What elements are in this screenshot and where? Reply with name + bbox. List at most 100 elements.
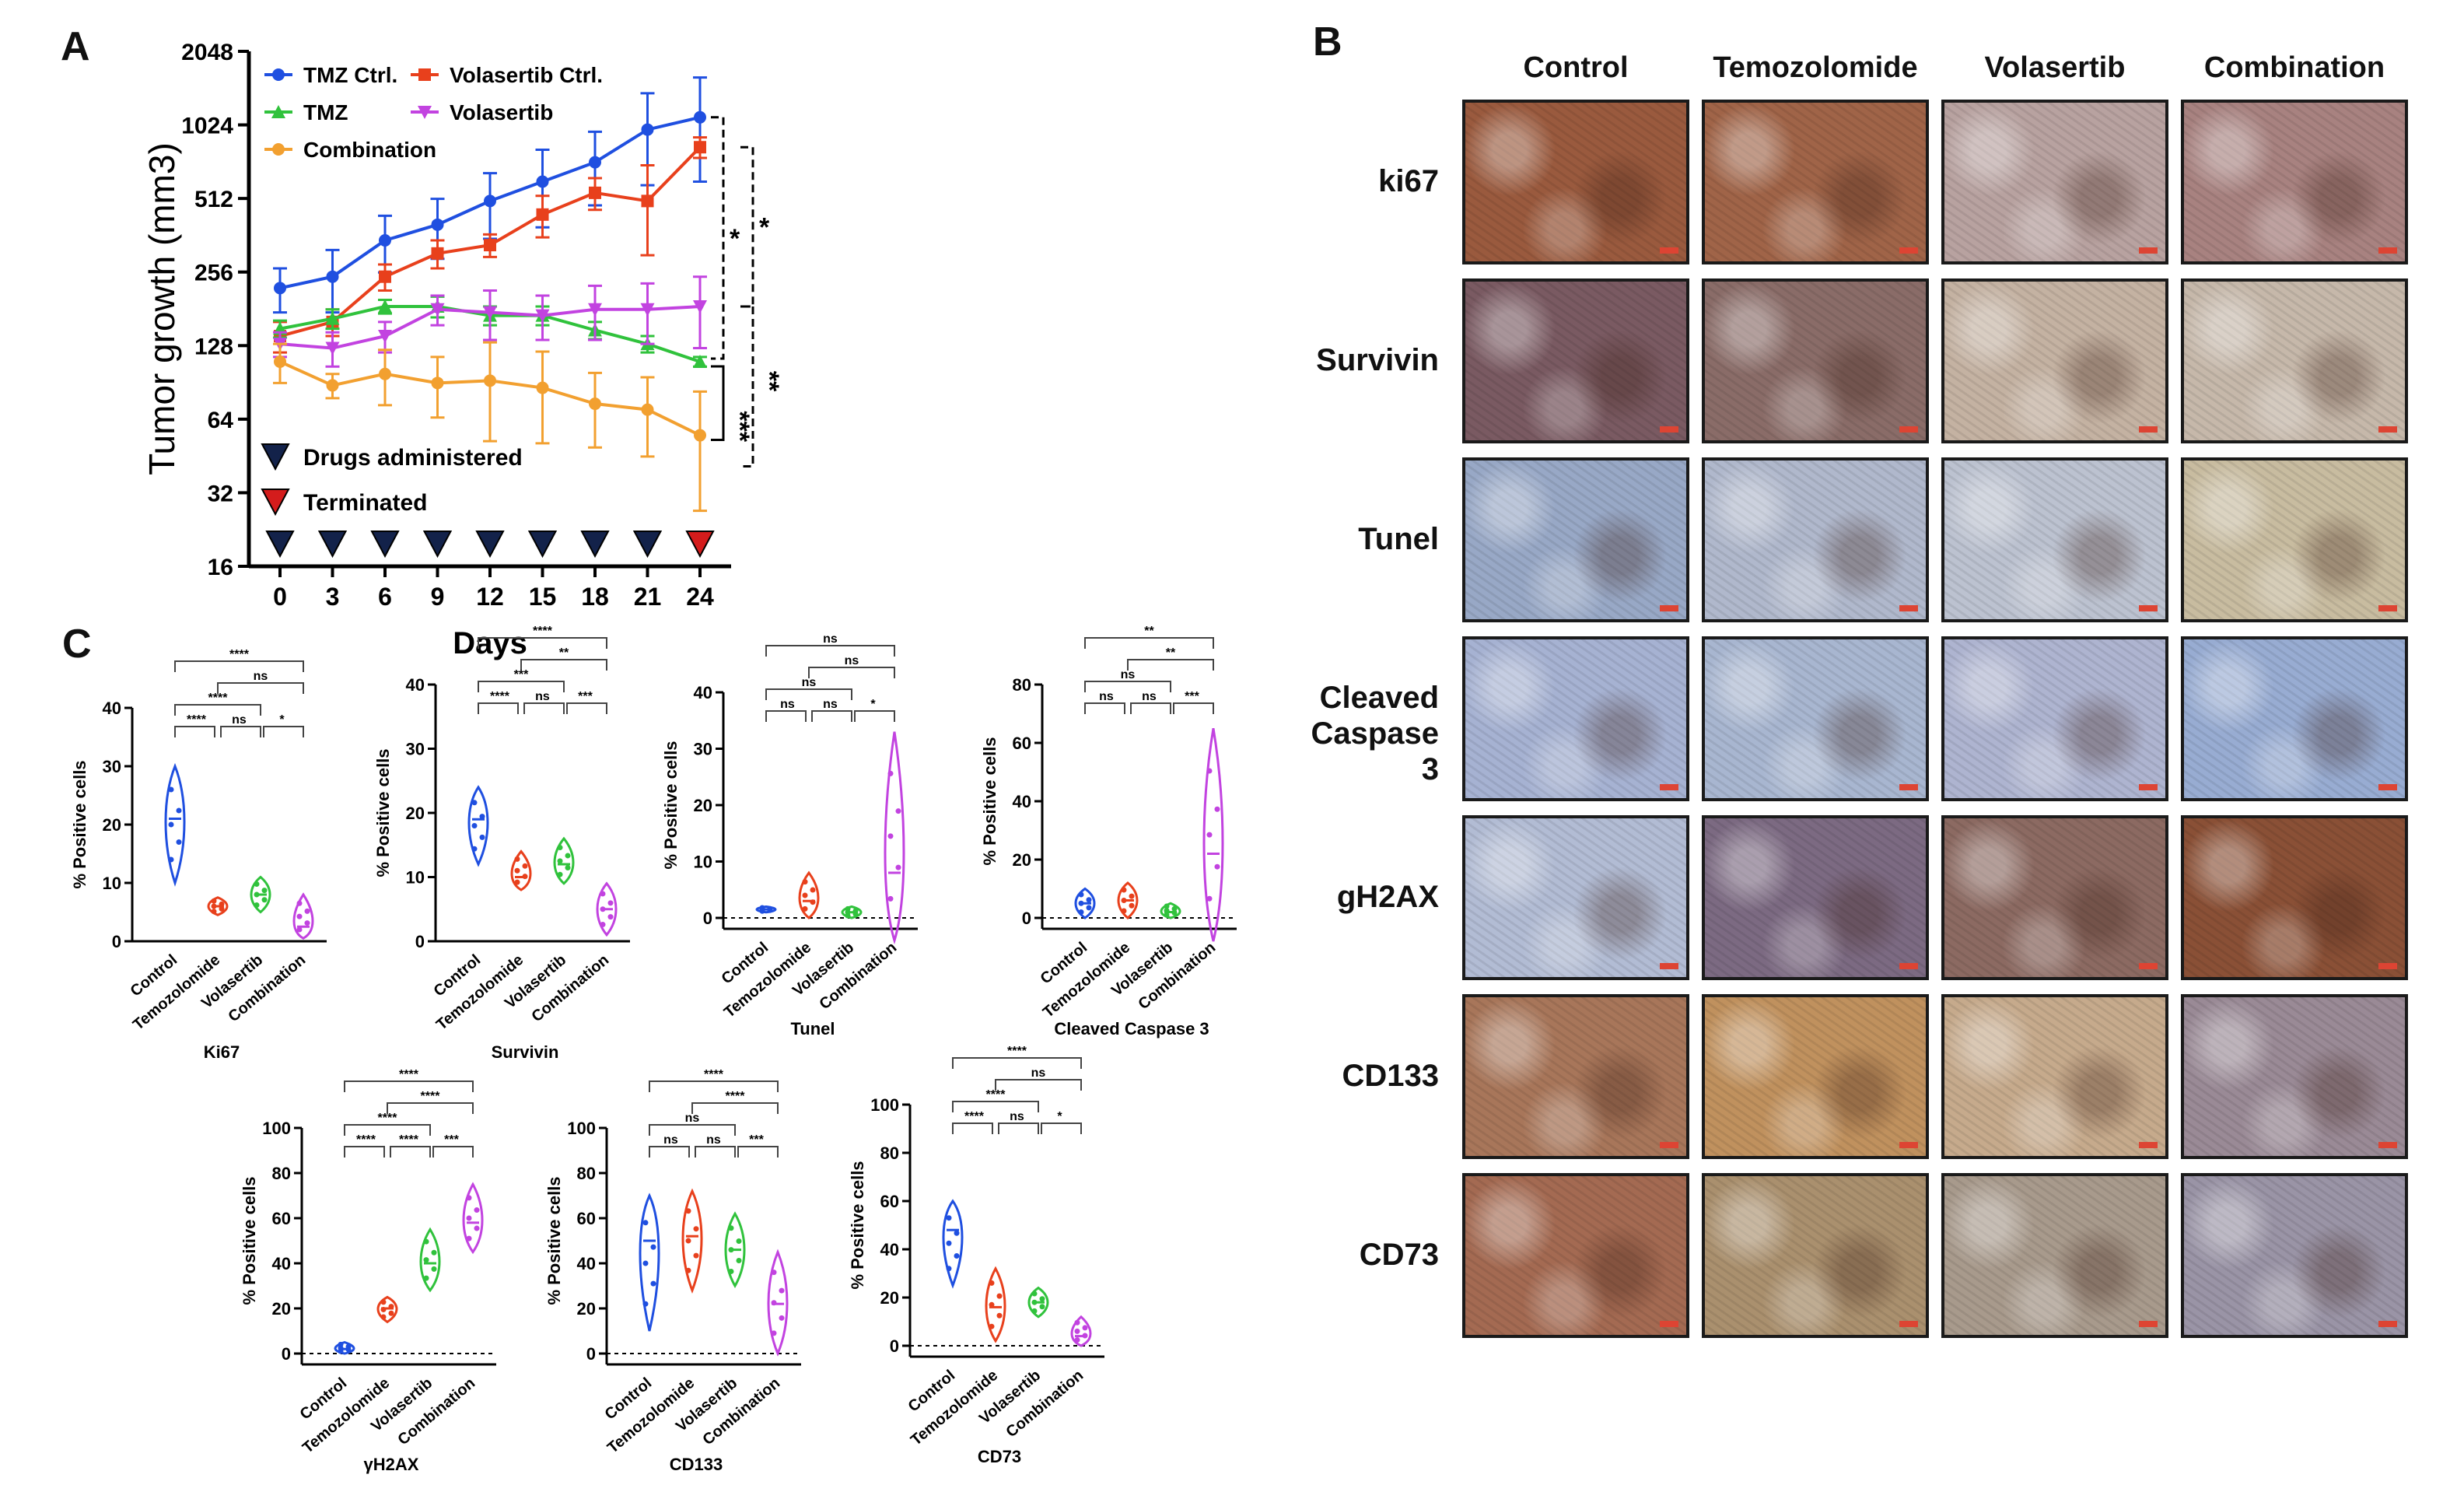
data-point: [1129, 893, 1135, 899]
data-point: [759, 908, 765, 914]
plot-title: Tunel: [790, 1019, 835, 1038]
data-point: [254, 891, 260, 898]
sig-label: ****: [986, 1088, 1006, 1101]
data-point: [423, 1275, 429, 1281]
data-point: [641, 123, 654, 136]
data-point: [514, 879, 520, 885]
violin-shape: [985, 1266, 1006, 1343]
plot-title: γH2AX: [364, 1455, 419, 1474]
y-tick-label: 1024: [181, 114, 233, 139]
sig-bracket: [478, 681, 565, 692]
y-tick-label: 10: [103, 874, 121, 893]
y-tick-label: 40: [103, 699, 121, 718]
violin-shape: [681, 1188, 703, 1294]
ihc-image: [1462, 636, 1689, 801]
data-point: [759, 906, 765, 912]
ihc-image: [1941, 636, 2168, 801]
data-point: [895, 808, 901, 814]
data-point: [589, 398, 601, 411]
data-point: [379, 367, 391, 380]
ihc-image-grid: Control Temozolomide Volasertib Combination…: [1307, 37, 2464, 1360]
sig-bracket: [217, 682, 304, 694]
y-axis-title: % Positive cells: [980, 737, 999, 865]
data-point: [1078, 891, 1084, 898]
sig-label: ****: [208, 692, 229, 705]
data-point: [471, 823, 478, 828]
sig-bracket: [1041, 1122, 1082, 1134]
scale-bar: [1899, 784, 1918, 790]
y-tick-label: 0: [890, 1336, 899, 1356]
sig-bracket: [952, 1057, 1082, 1069]
data-point: [471, 800, 478, 806]
sig-bracket: [1084, 702, 1125, 714]
dose-day-marker: [422, 531, 453, 559]
y-tick-label: 10: [406, 868, 425, 888]
sig-label: ***: [749, 1133, 764, 1147]
sig-label: **: [1166, 646, 1176, 660]
sig-bracket: [765, 710, 807, 722]
data-point: [535, 309, 550, 323]
row-header: CD133: [1342, 1059, 1439, 1093]
data-point: [431, 1266, 437, 1272]
ihc-image: [1702, 1173, 1929, 1338]
scale-bar: [1899, 963, 1918, 969]
sig-label: ns: [1010, 1110, 1024, 1123]
data-point: [379, 234, 391, 247]
data-point: [304, 920, 310, 926]
y-tick-label: 0: [586, 1344, 596, 1364]
data-point: [466, 1195, 472, 1201]
violin-shape: [462, 1182, 484, 1255]
y-axis-title: Tumor growth (mm3): [142, 142, 182, 475]
violin-plot-6: 0 20 40 60 80 100 % Positive cells ControlTemoz…: [848, 1045, 1104, 1466]
scale-bar: [2139, 426, 2158, 433]
sig-label: ****: [490, 690, 510, 703]
data-point: [946, 1215, 952, 1221]
scale-bar: [2139, 247, 2158, 254]
data-point: [736, 1258, 742, 1264]
sig-bracket: [649, 1080, 779, 1092]
scale-bar: [1660, 963, 1678, 969]
legend-label: Combination: [303, 138, 436, 162]
data-point: [484, 194, 496, 208]
data-point: [431, 376, 444, 390]
sig-bracket-3: [711, 365, 725, 442]
sig-label: ns: [663, 1133, 678, 1147]
dose-day-marker: [475, 531, 505, 559]
ihc-image: [2181, 100, 2408, 264]
violin-shape: [292, 892, 314, 940]
data-point: [650, 1244, 656, 1250]
sig-bracket: [952, 1101, 1039, 1112]
data-point: [600, 891, 606, 897]
x-tick-label: Combination: [1135, 939, 1219, 1013]
data-point: [211, 909, 217, 915]
data-point: [694, 110, 706, 124]
data-point: [479, 834, 485, 840]
scale-bar: [1660, 247, 1678, 254]
data-point: [522, 874, 528, 880]
sig-bracket: [344, 1124, 431, 1136]
x-tick-label: Control: [1038, 939, 1091, 988]
sig-label: ****: [399, 1133, 419, 1147]
data-point: [338, 1341, 344, 1347]
data-point: [1078, 900, 1084, 906]
violin-shape: [1070, 1315, 1092, 1347]
y-axis-title: % Positive cells: [240, 1176, 259, 1305]
terminate-legend-label: Terminated: [303, 490, 427, 516]
data-point: [607, 900, 614, 906]
data-point: [514, 856, 520, 862]
sig-bracket: [995, 1079, 1082, 1091]
dose-marker-icon: [261, 443, 290, 471]
data-point: [600, 922, 606, 928]
data-point: [589, 186, 601, 199]
violin-shape: [884, 731, 905, 945]
y-tick-label: 0: [1022, 909, 1031, 928]
data-point: [1164, 908, 1170, 914]
data-point: [536, 175, 549, 188]
data-point: [600, 906, 606, 912]
data-point: [345, 1343, 352, 1350]
data-point: [641, 403, 654, 416]
data-point: [1206, 832, 1213, 838]
x-tick-label: Volasertib: [198, 951, 266, 1012]
x-tick-label: 3: [326, 583, 340, 611]
data-point: [589, 156, 601, 169]
